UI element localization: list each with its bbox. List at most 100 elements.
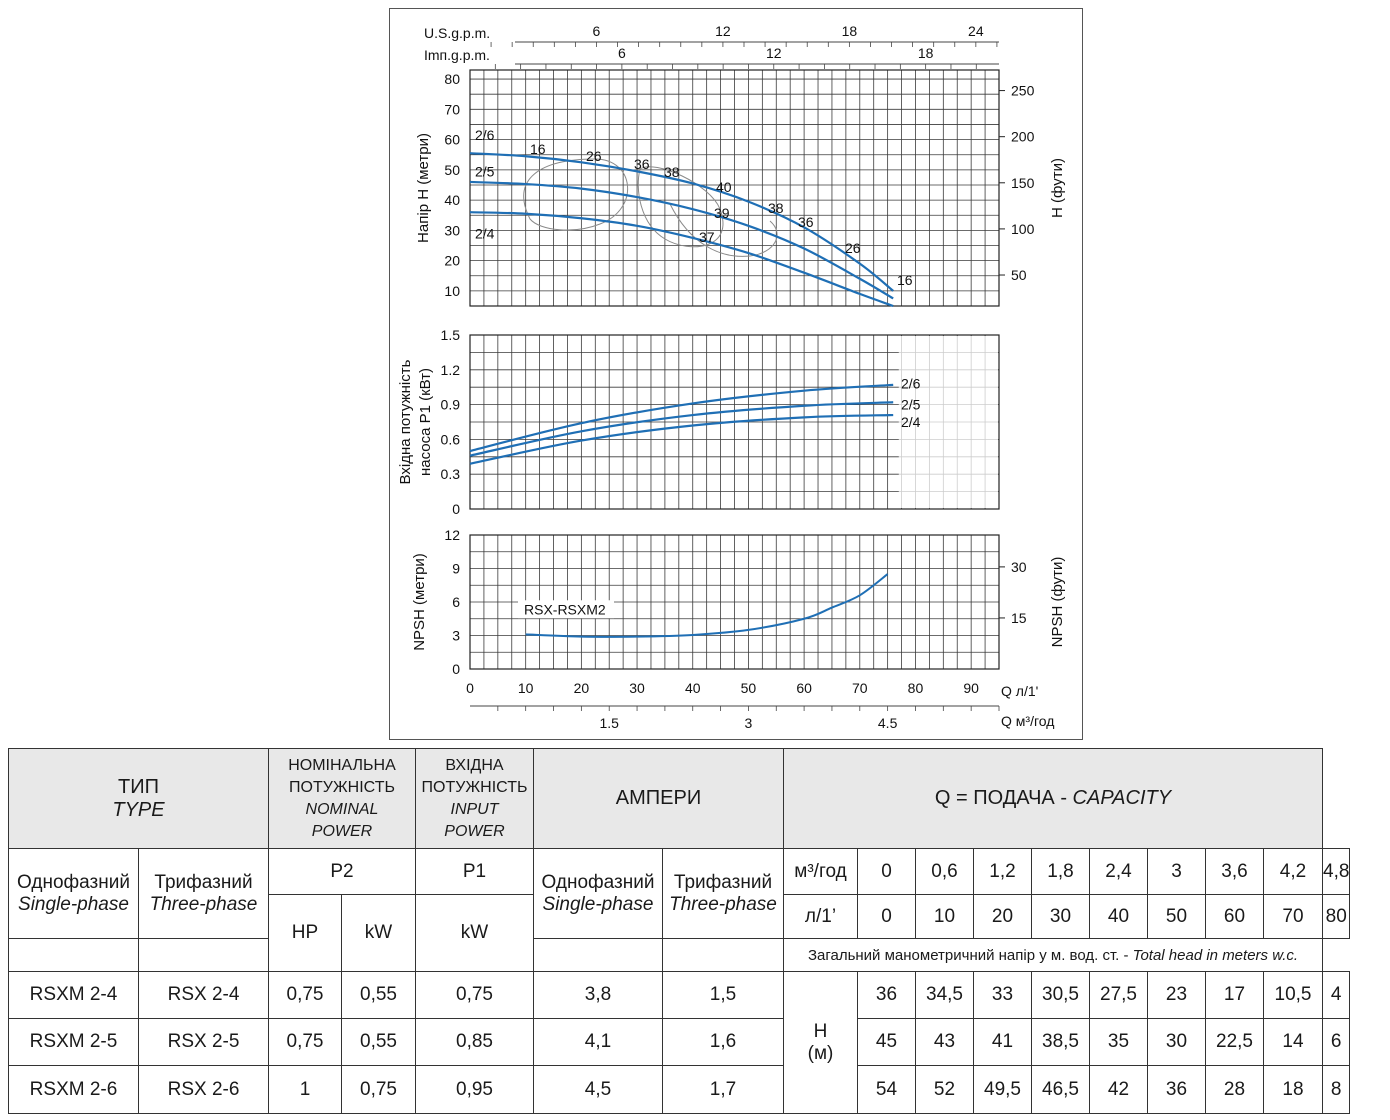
efficiency-label: 26 (845, 240, 861, 256)
efficiency-label: 36 (798, 214, 814, 230)
single-model: RSXM 2-4 (8, 971, 139, 1019)
top-axis-ticklabel: 12 (715, 23, 731, 39)
head-cell: 41 (973, 1018, 1032, 1066)
efficiency-label: 16 (530, 141, 546, 157)
amp3-value: 1,7 (662, 1065, 784, 1114)
hp-value: 1 (268, 1065, 342, 1114)
blank-cell (662, 938, 784, 972)
input-title-en-1: INPUT (450, 800, 499, 818)
head-y2label: H (фути) (1049, 158, 1066, 218)
amps-three-label-en: Three-phase (669, 893, 777, 915)
head-series-label: 2/5 (475, 163, 495, 179)
power-ytick: 0 (452, 501, 460, 517)
head-ytick: 70 (444, 101, 460, 117)
head-ytick: 30 (444, 222, 460, 238)
npsh-curve (525, 573, 889, 638)
m3-cell: 2,4 (1089, 848, 1148, 895)
power-series-label: 2/6 (901, 376, 921, 392)
head-note-text-en: Total head in meters w.c. (1132, 946, 1299, 964)
l-cell: 50 (1147, 894, 1206, 939)
amps-single-header: Однофазний Single-phase (533, 848, 663, 939)
efficiency-label: 38 (664, 164, 680, 180)
three-model: RSX 2-5 (138, 1018, 269, 1066)
p2-header: P2 (268, 848, 416, 895)
chart-canvas: 102030405060708050100150200250U.S.g.p.m.… (397, 23, 1066, 731)
power-ytick: 1.5 (441, 327, 461, 343)
efficiency-label: 36 (634, 156, 650, 172)
head-y2tick: 150 (1011, 175, 1035, 191)
x-tick: 20 (574, 680, 590, 696)
npsh-ylabel: NPSH (метри) (411, 553, 428, 651)
kw-value: 0,55 (341, 971, 416, 1019)
head-cell: 28 (1205, 1065, 1264, 1114)
amps-three-label: Трифазний (673, 871, 773, 893)
head-cell: 18 (1263, 1065, 1323, 1114)
l-cell: 0 (857, 894, 916, 939)
head-curve (469, 152, 894, 292)
head-cell: 45 (857, 1018, 916, 1066)
l-cell: 40 (1089, 894, 1148, 939)
amps-single-label-en: Single-phase (542, 893, 654, 915)
efficiency-label: 38 (768, 200, 784, 216)
head-cell: 10,5 (1263, 971, 1323, 1019)
p1-value: 0,85 (415, 1018, 534, 1066)
head-y2tick: 200 (1011, 129, 1035, 145)
efficiency-label: 37 (699, 229, 715, 245)
efficiency-label: 26 (586, 148, 602, 164)
amp3-value: 1,5 (662, 971, 784, 1019)
head-curve (469, 180, 894, 300)
amp1-value: 4,1 (533, 1018, 663, 1066)
npsh-ytick: 6 (452, 594, 460, 610)
single-model: RSXM 2-5 (8, 1018, 139, 1066)
head-cell: 54 (857, 1065, 916, 1114)
npsh-series-label: RSX-RSXM2 (524, 601, 606, 617)
head-series-label: 2/6 (475, 127, 495, 143)
m3-ticklabel: 1.5 (599, 715, 619, 731)
single-phase-label: Однофазний (17, 871, 130, 893)
head-cell: 27,5 (1089, 971, 1148, 1019)
h-unit: (м) (807, 1042, 834, 1064)
head-y2tick: 50 (1011, 267, 1027, 283)
efficiency-label: 40 (716, 179, 732, 195)
power-series-label: 2/5 (901, 397, 921, 413)
m3-ticklabel: 3 (745, 715, 753, 731)
hp-header: HP (268, 894, 342, 972)
hp-value: 0,75 (268, 1018, 342, 1066)
npsh-ytick: 3 (452, 628, 460, 644)
top-axis-ticklabel: 6 (593, 23, 601, 39)
head-cell: 38,5 (1031, 1018, 1090, 1066)
head-cell: 8 (1321, 1065, 1351, 1114)
npsh-ytick: 0 (452, 661, 460, 677)
head-cell: 52 (915, 1065, 974, 1114)
head-cell: 17 (1205, 971, 1264, 1019)
head-ylabel: Напір H (метри) (415, 133, 432, 243)
power-ytick: 0.9 (441, 397, 461, 413)
head-cell: 42 (1089, 1065, 1148, 1114)
three-phase-header: Трифазний Three-phase (138, 848, 269, 939)
efficiency-label: 16 (897, 272, 913, 288)
h-label: H (813, 1020, 828, 1042)
nominal-power-header: НОМІНАЛЬНА ПОТУЖНІСТЬ NOMINAL POWER (268, 748, 416, 849)
x-tick: 60 (796, 680, 812, 696)
unit-m3: м³/год (783, 848, 858, 895)
head-cell: 4 (1321, 971, 1351, 1019)
head-ytick: 40 (444, 192, 460, 208)
power-curve (469, 383, 894, 453)
head-series-label: 2/4 (475, 225, 495, 241)
table-row: RSXM 2-5 RSX 2-5 0,75 0,55 0,85 4,1 1,6 … (8, 1018, 1351, 1066)
head-cell: 36 (857, 971, 916, 1019)
head-cell: 34,5 (915, 971, 974, 1019)
blank-cell (8, 938, 139, 972)
type-title: ТИП (118, 775, 159, 798)
npsh-label-bg (518, 600, 614, 619)
x-tick: 50 (741, 680, 757, 696)
x-label: Q л/1' (1001, 683, 1038, 699)
input-title-1: ВХІДНА (445, 756, 504, 774)
power-ylabel-1: Вхідна потужність (397, 359, 414, 484)
amp1-value: 4,5 (533, 1065, 663, 1114)
m3-cell: 0 (857, 848, 916, 895)
nominal-title-2: ПОТУЖНІСТЬ (289, 778, 395, 796)
head-ytick: 80 (444, 71, 460, 87)
l-cell: 80 (1321, 894, 1351, 939)
l-cell: 20 (973, 894, 1032, 939)
